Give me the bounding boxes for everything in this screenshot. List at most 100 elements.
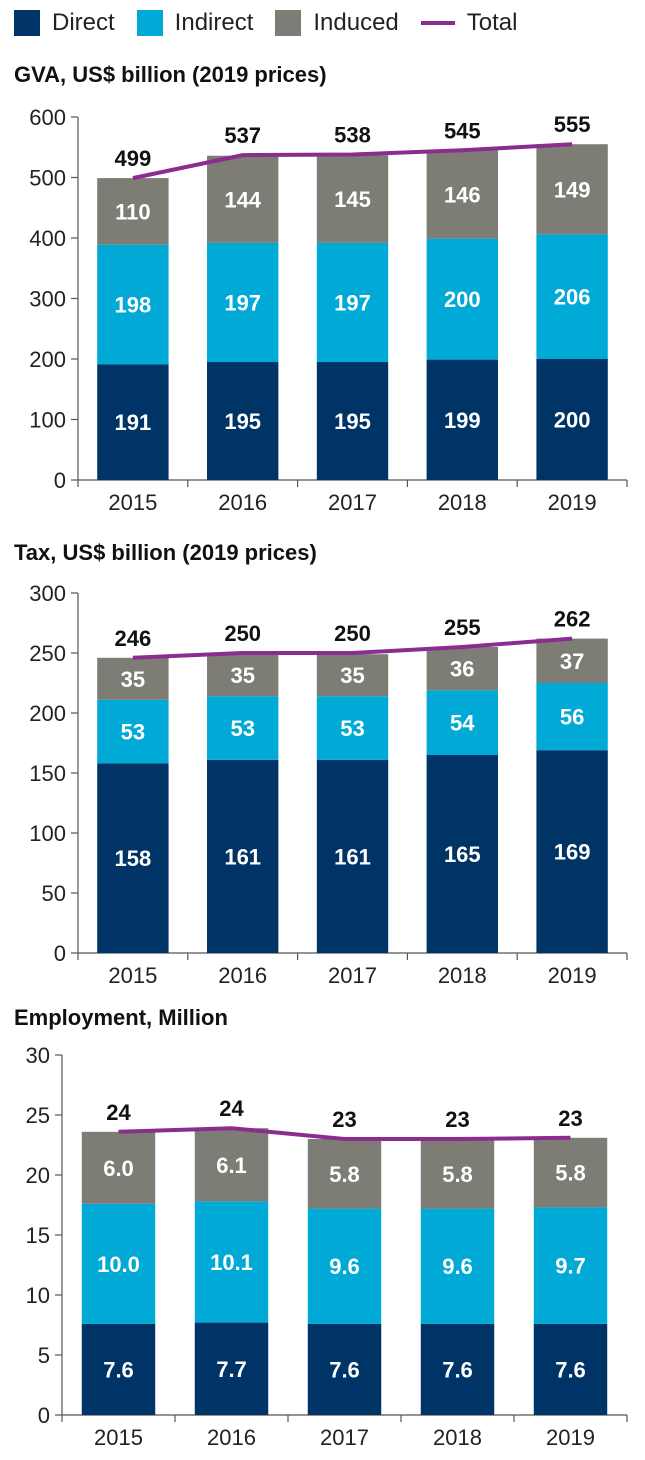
gva-bar-label-direct: 191	[115, 410, 152, 435]
employment-bar-label-direct: 7.6	[442, 1357, 473, 1382]
tax-y-tick-label: 50	[42, 881, 66, 906]
employment-bar-indirect	[81, 1203, 156, 1324]
employment-bar-label-indirect: 10.0	[97, 1252, 140, 1277]
tax-bar-label-induced: 35	[121, 667, 145, 692]
gva-bar-induced	[316, 155, 389, 243]
gva-bar-direct	[536, 359, 608, 480]
employment-y-tick-label: 15	[26, 1223, 50, 1248]
gva-bar-label-induced: 146	[444, 182, 481, 207]
tax-bar-label-indirect: 54	[450, 711, 475, 736]
tax-y-tick-label: 300	[29, 581, 66, 606]
tax-bar-direct	[536, 750, 608, 953]
employment-bar-induced	[420, 1139, 495, 1209]
tax-bar-label-induced: 35	[340, 663, 364, 688]
employment-y-tick-label: 25	[26, 1103, 50, 1128]
tax-x-tick-label: 2019	[548, 963, 597, 988]
employment-bar-indirect	[194, 1201, 269, 1323]
gva-x-tick-label: 2016	[218, 490, 267, 515]
gva-bar-direct	[316, 362, 389, 480]
employment-bar-indirect	[307, 1208, 382, 1324]
legend-label-direct: Direct	[52, 9, 115, 36]
legend: Direct Indirect Induced Total	[14, 6, 539, 40]
gva-bar-direct	[207, 362, 279, 480]
employment-bar-induced	[81, 1131, 156, 1204]
tax-x-tick-label: 2017	[328, 963, 377, 988]
employment-y-tick-label: 30	[26, 1043, 50, 1068]
tax-bar-label-indirect: 56	[560, 705, 584, 730]
tax-total-label: 246	[115, 626, 152, 651]
gva-total-label: 555	[554, 112, 591, 137]
gva-x-tick-label: 2018	[438, 490, 487, 515]
tax-bar-induced	[207, 654, 279, 697]
tax-y-tick-label: 250	[29, 641, 66, 666]
employment-total-label: 24	[106, 1100, 131, 1125]
tax-bar-label-direct: 169	[554, 840, 591, 865]
employment-y-tick-label: 20	[26, 1163, 50, 1188]
tax-total-label: 250	[334, 621, 371, 646]
tax-y-tick-label: 100	[29, 821, 66, 846]
legend-item-induced: Induced	[275, 9, 399, 37]
gva-bar-label-indirect: 197	[334, 290, 371, 315]
tax-y-tick-label: 150	[29, 761, 66, 786]
legend-label-induced: Induced	[313, 9, 399, 36]
tax-bar-direct	[97, 763, 169, 953]
tax-bar-indirect	[426, 690, 498, 755]
tax-total-line	[132, 636, 573, 660]
tax-bar-label-indirect: 53	[230, 716, 254, 741]
legend-item-total: Total	[420, 9, 518, 37]
employment-bar-label-induced: 6.0	[103, 1156, 134, 1181]
legend-swatch-indirect	[136, 10, 163, 36]
tax-x-tick-label: 2015	[108, 963, 157, 988]
legend-item-indirect: Indirect	[136, 9, 253, 37]
tax-bar-label-direct: 161	[224, 844, 261, 869]
employment-total-label: 23	[558, 1106, 582, 1131]
employment-y-tick-label: 10	[26, 1283, 50, 1308]
tax-bar-induced	[316, 654, 389, 697]
gva-bar-label-induced: 149	[554, 177, 591, 202]
employment-bar-indirect	[533, 1207, 608, 1324]
gva-x-tick-label: 2017	[328, 490, 377, 515]
employment-bar-induced	[194, 1128, 269, 1202]
gva-y-tick-label: 200	[29, 347, 66, 372]
tax-x-tick-label: 2016	[218, 963, 267, 988]
tax-bar-direct	[316, 759, 389, 953]
gva-total-label: 545	[444, 118, 481, 143]
gva-y-tick-label: 400	[29, 226, 66, 251]
employment-bar-direct	[420, 1323, 495, 1415]
gva-bar-indirect	[536, 234, 608, 359]
gva-y-tick-label: 600	[29, 105, 66, 130]
gva-chart-title: GVA, US$ billion (2019 prices)	[14, 62, 327, 87]
employment-bar-label-induced: 5.8	[329, 1162, 360, 1187]
employment-total-line	[118, 1126, 571, 1141]
gva-bar-label-indirect: 206	[554, 285, 591, 310]
employment-total-label: 24	[219, 1096, 244, 1121]
tax-y-tick-label: 0	[54, 941, 66, 966]
gva-bar-induced	[426, 150, 498, 239]
gva-bar-direct	[426, 359, 498, 480]
gva-total-line	[132, 142, 573, 181]
legend-swatch-direct	[14, 10, 40, 36]
gva-bar-indirect	[316, 242, 389, 363]
employment-chart: 0 5 10 15 20 25 30 2015 2016 2017 2018 2019 7.6 7.7 7.…	[26, 1043, 628, 1450]
gva-y-tick-label: 300	[29, 287, 66, 312]
employment-bar-label-direct: 7.7	[216, 1357, 247, 1382]
tax-bar-induced	[426, 647, 498, 691]
gva-bar-label-direct: 199	[444, 408, 481, 433]
gva-bar-label-induced: 144	[224, 187, 261, 212]
employment-x-tick-label: 2015	[94, 1425, 143, 1450]
gva-bar-label-induced: 110	[115, 199, 151, 224]
employment-bar-indirect	[420, 1208, 495, 1324]
gva-total-label: 538	[334, 123, 371, 148]
employment-bar-label-induced: 6.1	[216, 1153, 247, 1178]
legend-swatch-total	[420, 21, 455, 25]
employment-bar-label-direct: 7.6	[329, 1357, 360, 1382]
gva-bar-indirect	[207, 242, 279, 363]
gva-bar-label-direct: 195	[224, 409, 261, 434]
gva-bar-label-indirect: 198	[115, 293, 152, 318]
gva-bar-direct	[97, 364, 169, 480]
employment-bar-label-direct: 7.6	[103, 1357, 134, 1382]
legend-label-total: Total	[466, 9, 518, 36]
gva-y-tick-label: 0	[54, 468, 66, 493]
tax-bar-label-indirect: 53	[340, 716, 364, 741]
tax-bar-label-indirect: 53	[121, 720, 145, 745]
